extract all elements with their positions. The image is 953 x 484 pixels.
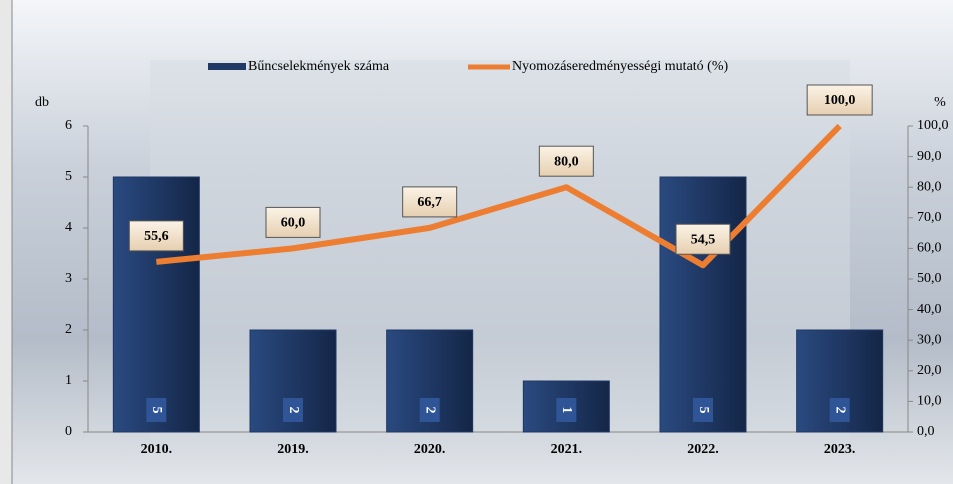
y2-tick-label: 50,0 <box>917 271 942 286</box>
data-label-box <box>402 186 458 218</box>
y-tick-label: 3 <box>65 271 72 286</box>
y2-tick-label: 100,0 <box>917 118 949 133</box>
y2-tick-label: 30,0 <box>917 332 942 347</box>
y-tick-label: 0 <box>65 424 72 439</box>
y-tick-label: 6 <box>65 118 72 133</box>
bar-label-box <box>419 398 440 422</box>
data-label-box <box>128 220 184 252</box>
bar-value-label: 2 <box>832 407 847 414</box>
data-label-box <box>675 223 731 255</box>
data-label: 100,0 <box>806 84 873 116</box>
x-tick-label: 2010. <box>141 442 173 457</box>
x-tick-label: 2022. <box>687 442 719 457</box>
y-tick-label: 2 <box>65 322 72 337</box>
data-label: 55,6 <box>128 220 184 252</box>
y2-tick-label: 40,0 <box>917 302 942 317</box>
data-label: 54,5 <box>675 223 731 255</box>
y2-tick-label: 60,0 <box>917 241 942 256</box>
left-frame <box>0 0 12 484</box>
bar-value-label: 2 <box>286 407 301 414</box>
y2-tick-label: 80,0 <box>917 179 942 194</box>
bar-label-box <box>283 398 303 422</box>
y-tick-label: 4 <box>65 220 72 235</box>
bar-value-label: 1 <box>559 407 574 414</box>
bar-label-box <box>556 398 577 422</box>
y2-tick-label: 20,0 <box>917 363 942 378</box>
data-value-label: 66,7 <box>417 195 442 210</box>
bar <box>522 380 610 433</box>
bar <box>659 176 747 433</box>
y2-tick-label: 10,0 <box>917 394 942 409</box>
data-label: 80,0 <box>538 145 594 177</box>
y2-tick-label: 0,0 <box>917 424 935 439</box>
data-label-box <box>806 84 873 116</box>
y2-tick-label: 90,0 <box>917 149 942 164</box>
x-tick-label: 2021. <box>551 442 583 457</box>
legend-label: Nyomozáseredményességi mutató (%) <box>512 59 728 74</box>
legend-swatch <box>208 63 246 70</box>
y2-tick-label: 70,0 <box>917 210 942 225</box>
bar-label-box <box>829 398 850 422</box>
bar-value-label: 2 <box>422 407 437 414</box>
bar <box>112 176 200 433</box>
data-label-box <box>538 145 594 177</box>
bar-value-label: 5 <box>149 407 164 414</box>
data-label: 66,7 <box>402 186 458 218</box>
data-label: 60,0 <box>265 206 321 238</box>
bar-value-label: 5 <box>696 407 711 414</box>
data-value-label: 54,5 <box>691 232 716 247</box>
x-tick-label: 2020. <box>414 442 446 457</box>
data-value-label: 60,0 <box>281 216 306 231</box>
y-axis-label: db <box>35 95 49 110</box>
x-tick-label: 2019. <box>277 442 309 457</box>
data-value-label: 80,0 <box>554 154 579 169</box>
y-tick-label: 1 <box>65 373 72 388</box>
legend-label: Bűncselekmények száma <box>248 59 390 74</box>
y-tick-label: 5 <box>65 169 72 184</box>
y2-axis-label: % <box>934 95 946 110</box>
data-label-box <box>265 206 321 238</box>
bar-label-box <box>693 398 713 422</box>
data-value-label: 100,0 <box>824 93 856 108</box>
x-tick-label: 2023. <box>824 442 856 457</box>
bar-label-box <box>146 398 167 422</box>
data-value-label: 55,6 <box>144 229 169 244</box>
